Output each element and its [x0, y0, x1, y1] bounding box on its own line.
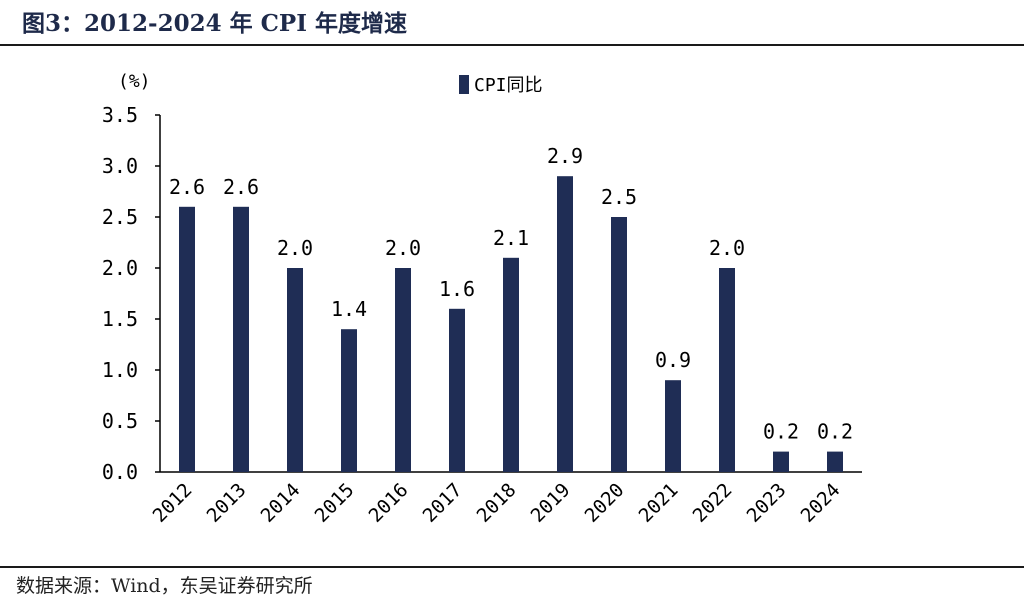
bar-2022 [719, 268, 735, 472]
data-label-2014: 2.0 [277, 236, 313, 260]
data-label-2016: 2.0 [385, 236, 421, 260]
legend-swatch [459, 75, 469, 94]
data-label-2012: 2.6 [169, 175, 205, 199]
bar-2019 [557, 176, 573, 472]
bottom-divider [0, 566, 1024, 568]
bar-2021 [665, 380, 681, 472]
y-tick-label: 2.5 [102, 205, 138, 229]
data-label-2017: 1.6 [439, 277, 475, 301]
legend: CPI同比 [459, 75, 543, 96]
bar-2016 [395, 268, 411, 472]
y-tick-label: 0.0 [102, 460, 138, 484]
source-note: 数据来源：Wind，东吴证券研究所 [16, 575, 313, 597]
data-labels: 2.6 2.6 2.0 1.4 2.0 1.6 2.1 2.9 2.5 0.9 2.0 0.2 0.2 [169, 144, 853, 443]
bars [179, 176, 843, 473]
data-label-2015: 1.4 [331, 297, 367, 321]
data-label-2019: 2.9 [547, 144, 583, 168]
bar-2020 [611, 217, 627, 472]
y-tick-label: 1.5 [102, 307, 138, 331]
bar-2015 [341, 329, 357, 472]
y-tick-label: 1.0 [102, 358, 138, 382]
y-axis: 0.0 0.5 1.0 1.5 2.0 2.5 3.0 3.5 [102, 103, 161, 484]
y-tick-label: 0.5 [102, 409, 138, 433]
data-label-2013: 2.6 [223, 175, 259, 199]
bar-2018 [503, 257, 519, 472]
bar-2017 [449, 308, 465, 472]
bar-2012 [179, 206, 195, 473]
legend-label: CPI同比 [474, 75, 543, 96]
top-divider [0, 44, 1024, 46]
y-unit-label: (%) [118, 71, 151, 92]
y-tick-label: 3.0 [102, 154, 138, 178]
data-label-2018: 2.1 [493, 226, 529, 250]
data-label-2020: 2.5 [601, 185, 637, 209]
bar-2024 [827, 451, 843, 472]
y-tick-label: 2.0 [102, 256, 138, 280]
data-label-2022: 2.0 [709, 236, 745, 260]
data-label-2021: 0.9 [655, 348, 691, 372]
data-label-2023: 0.2 [763, 420, 799, 444]
data-label-2024: 0.2 [817, 420, 853, 444]
figure-title: 图3：2012-2024 年 CPI 年度增速 [22, 10, 407, 37]
bar-2023 [773, 451, 789, 472]
bar-2013 [233, 206, 249, 473]
bar-2014 [287, 268, 303, 472]
cpi-bar-chart: (%) CPI同比 0.00.51.01.52.02.53.03.5 2.6 2.… [101, 71, 862, 527]
y-tick-label: 3.5 [102, 103, 138, 127]
